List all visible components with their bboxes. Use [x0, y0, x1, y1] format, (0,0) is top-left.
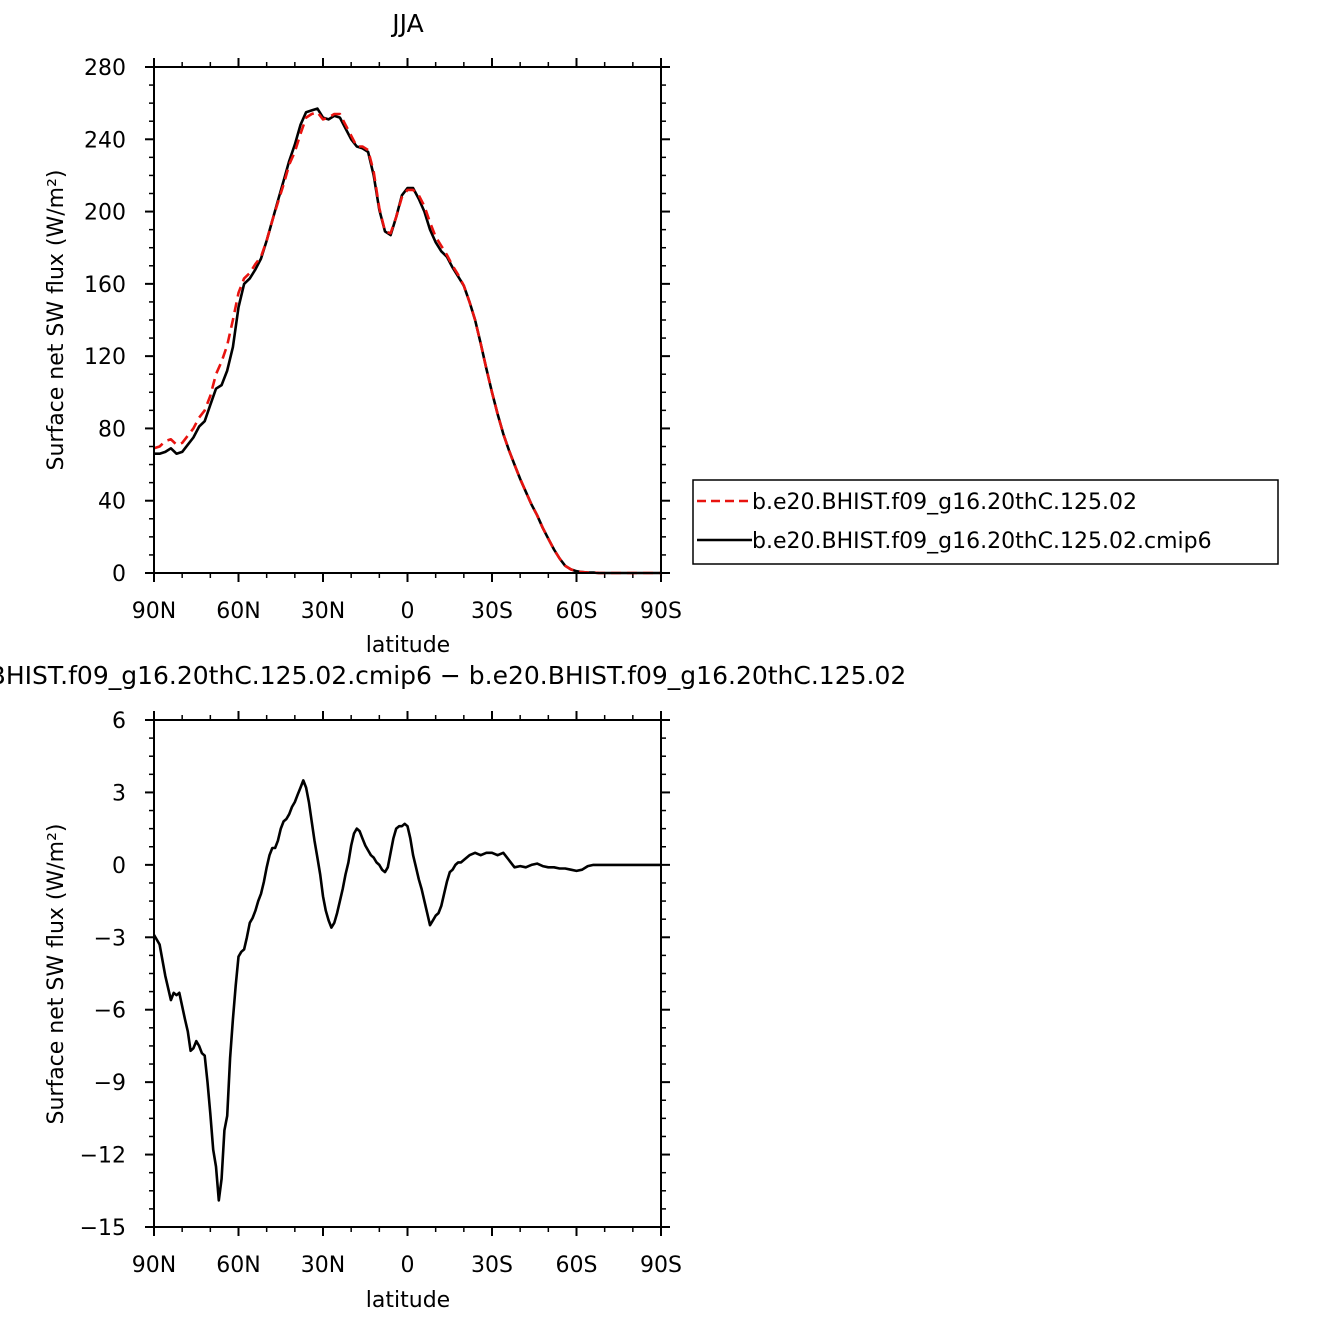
bottom-y-tick-label: −15 — [80, 1216, 126, 1241]
bottom-y-tick-label: −9 — [94, 1071, 126, 1096]
top-y-tick-label: 200 — [84, 201, 126, 226]
top-y-tick-label: 40 — [98, 490, 126, 515]
top-x-tick-label: 30N — [301, 599, 345, 624]
top-chart-title: JJA — [390, 9, 423, 38]
bottom-series-lines — [152, 779, 661, 1202]
bottom-x-tick-label: 30S — [471, 1253, 513, 1278]
top-axis-ticks — [145, 58, 670, 582]
bottom-y-tick-label: −12 — [80, 1144, 126, 1169]
bottom-x-tick-label: 0 — [401, 1253, 415, 1278]
bottom-panel: b.e20.BHIST.f09_g16.20thC.125.02.cmip6 −… — [0, 661, 906, 1313]
top-x-tick-label: 60S — [556, 599, 598, 624]
top-series-line-2 — [154, 107, 661, 575]
bottom-x-tick-label: 60N — [216, 1253, 260, 1278]
bottom-y-tick-label: −3 — [94, 926, 126, 951]
bottom-x-tick-label: 90N — [132, 1253, 176, 1278]
bottom-plot-frame — [153, 719, 662, 1228]
top-panel: JJA 90N 60N 30N 0 30S 60S 90S 0 40 80 120 160 200 24… — [44, 9, 682, 658]
bottom-y-tick-label: 3 — [112, 781, 126, 806]
top-x-tick-label: 90S — [640, 599, 682, 624]
top-y-axis-label: Surface net SW flux (W/m²) — [44, 169, 69, 470]
legend-label-series-a: b.e20.BHIST.f09_g16.20thC.125.02 — [752, 490, 1137, 515]
bottom-y-tick-label: 6 — [112, 709, 126, 734]
bottom-x-axis-label: latitude — [366, 1288, 450, 1313]
top-x-tick-label: 90N — [132, 599, 176, 624]
top-y-tick-label: 120 — [84, 345, 126, 370]
bottom-series-line-1 — [152, 779, 661, 1202]
bottom-x-tick-label: 90S — [640, 1253, 682, 1278]
legend-label-series-b: b.e20.BHIST.f09_g16.20thC.125.02.cmip6 — [752, 529, 1212, 554]
top-y-tick-label: 280 — [84, 56, 126, 81]
bottom-x-tick-label: 60S — [556, 1253, 598, 1278]
top-plot-frame — [153, 66, 662, 574]
top-x-tick-label: 60N — [216, 599, 260, 624]
top-y-tick-label: 240 — [84, 128, 126, 153]
top-y-tick-label: 80 — [98, 417, 126, 442]
bottom-x-tick-label: 30N — [301, 1253, 345, 1278]
legend: b.e20.BHIST.f09_g16.20thC.125.02 b.e20.B… — [692, 479, 1279, 565]
bottom-y-tick-label: −6 — [94, 999, 126, 1024]
top-y-tick-label: 0 — [112, 562, 126, 587]
bottom-y-tick-labels: −15 −12 −9 −6 −3 0 3 6 — [80, 709, 126, 1241]
top-series-line-1 — [153, 110, 661, 575]
top-y-tick-label: 160 — [84, 273, 126, 298]
top-x-axis-label: latitude — [366, 633, 450, 658]
top-x-tick-label: 0 — [401, 599, 415, 624]
legend-frame — [692, 479, 1279, 565]
bottom-y-axis-label: Surface net SW flux (W/m²) — [44, 823, 69, 1124]
bottom-x-tick-labels: 90N 60N 30N 0 30S 60S 90S — [132, 1253, 682, 1278]
top-series-lines — [153, 107, 661, 575]
bottom-chart-title: b.e20.BHIST.f09_g16.20thC.125.02.cmip6 −… — [0, 661, 906, 690]
bottom-y-tick-label: 0 — [112, 854, 126, 879]
top-x-tick-labels: 90N 60N 30N 0 30S 60S 90S — [132, 599, 682, 624]
top-y-tick-labels: 0 40 80 120 160 200 240 280 — [84, 56, 126, 587]
top-x-tick-label: 30S — [471, 599, 513, 624]
